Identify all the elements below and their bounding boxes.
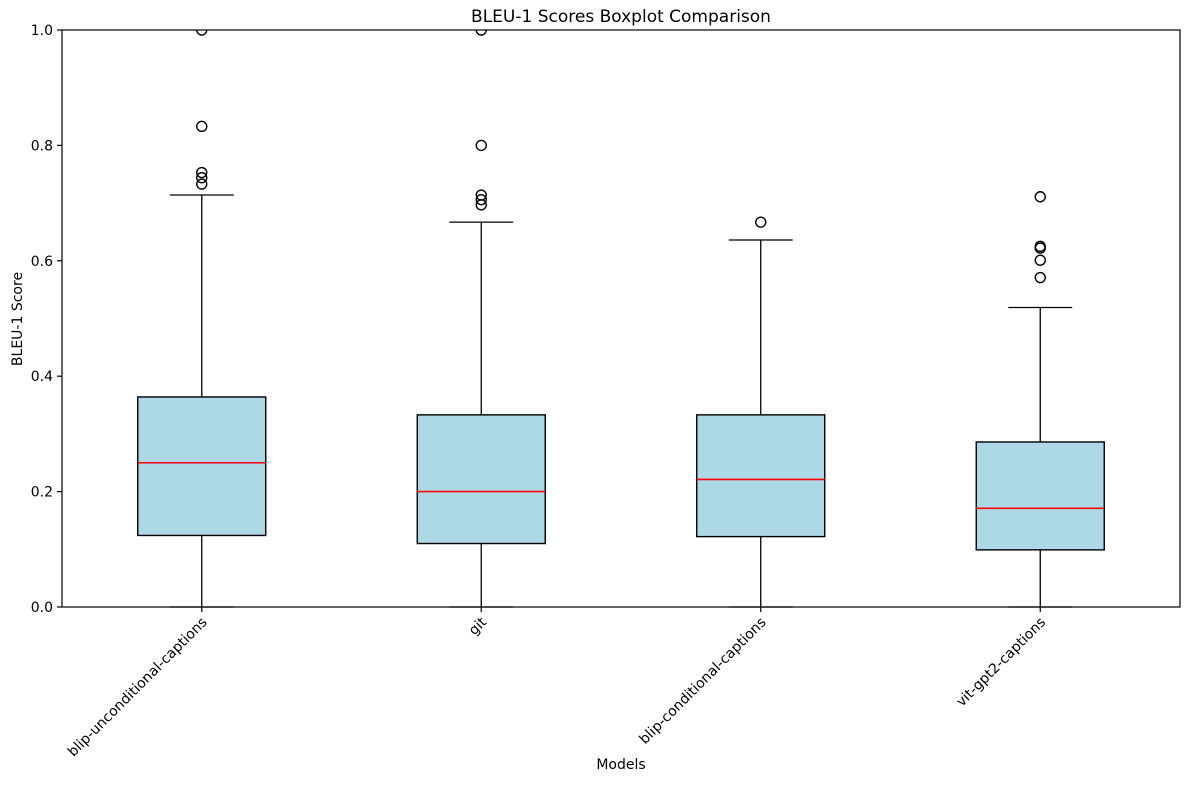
outlier-point bbox=[1034, 271, 1046, 284]
outlier-point bbox=[196, 30, 208, 36]
outlier-point bbox=[755, 216, 767, 228]
outlier-point bbox=[196, 172, 208, 184]
outlier-point bbox=[475, 189, 487, 201]
outlier-point bbox=[475, 30, 487, 36]
box bbox=[975, 441, 1105, 551]
axes-frame bbox=[61, 29, 1181, 608]
outlier-point bbox=[196, 166, 208, 179]
x-tick-label: vit-gpt2-captions bbox=[953, 615, 1049, 711]
outlier-point bbox=[1034, 254, 1046, 266]
y-tick-label: 0.2 bbox=[31, 485, 53, 501]
outlier-point bbox=[1034, 240, 1046, 253]
chart-title: BLEU-1 Scores Boxplot Comparison bbox=[471, 7, 771, 27]
outlier-point bbox=[475, 193, 487, 206]
x-tick-label: git bbox=[466, 614, 491, 639]
outlier-group bbox=[755, 216, 767, 228]
outlier-point bbox=[1034, 191, 1046, 203]
box bbox=[696, 414, 826, 538]
x-tick-label: blip-conditional-captions bbox=[637, 615, 770, 748]
y-tick-label: 0.0 bbox=[31, 600, 53, 616]
y-tick-label: 0.6 bbox=[31, 254, 53, 270]
outlier-point bbox=[196, 120, 208, 133]
outlier-group bbox=[475, 30, 487, 211]
x-axis-label: Models bbox=[596, 757, 646, 773]
x-tick-label: blip-unconditional-captions bbox=[65, 615, 211, 761]
outlier-point bbox=[475, 139, 487, 152]
y-tick-label: 0.8 bbox=[31, 138, 53, 154]
box bbox=[137, 396, 267, 537]
outlier-point bbox=[196, 178, 208, 190]
y-tick-label: 1.0 bbox=[31, 23, 53, 39]
y-tick-label: 0.4 bbox=[31, 369, 53, 385]
box bbox=[416, 414, 546, 545]
outlier-group bbox=[1034, 191, 1046, 284]
outlier-group bbox=[196, 30, 208, 190]
